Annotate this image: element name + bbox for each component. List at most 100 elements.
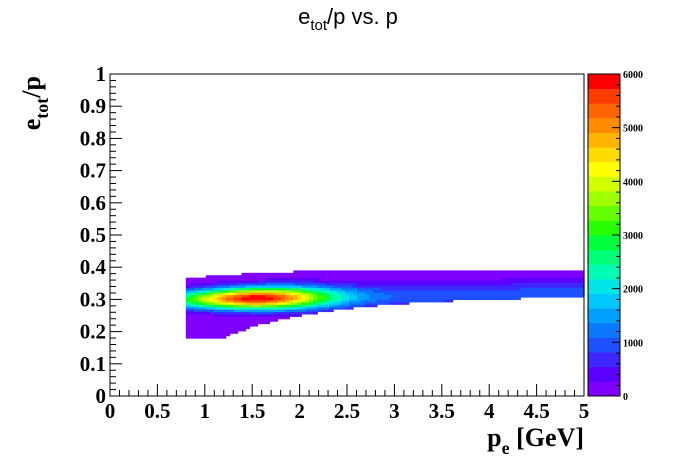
heatmap-cell bbox=[361, 282, 366, 286]
heatmap-cell bbox=[456, 284, 462, 288]
heatmap-cell bbox=[209, 284, 215, 288]
heatmap-cell bbox=[484, 289, 490, 293]
heatmap-cell bbox=[261, 280, 267, 284]
heatmap-cell bbox=[508, 294, 513, 298]
heatmap-cell bbox=[365, 301, 370, 305]
heatmap-cell bbox=[193, 335, 199, 339]
heatmap-cell bbox=[420, 296, 426, 300]
heatmap-cell bbox=[472, 270, 478, 274]
heatmap-cell bbox=[480, 287, 486, 291]
heatmap-cell bbox=[341, 299, 346, 303]
heatmap-cell bbox=[185, 306, 191, 310]
heatmap-cell bbox=[408, 292, 414, 296]
heatmap-cell bbox=[277, 287, 282, 291]
heatmap-cell bbox=[484, 292, 490, 296]
heatmap-cell bbox=[428, 299, 434, 303]
heatmap-cell bbox=[400, 294, 406, 298]
heatmap-cell bbox=[297, 292, 302, 296]
heatmap-cell bbox=[484, 272, 490, 276]
heatmap-cell bbox=[452, 294, 458, 298]
heatmap-cell bbox=[221, 313, 227, 317]
heatmap-cell bbox=[392, 299, 398, 303]
heatmap-cell bbox=[265, 280, 271, 284]
heatmap-cell bbox=[496, 282, 501, 286]
heatmap-cell bbox=[201, 321, 207, 325]
heatmap-cell bbox=[253, 296, 259, 300]
heatmap-cell bbox=[281, 294, 286, 298]
heatmap-cell bbox=[289, 282, 294, 286]
heatmap-cell bbox=[568, 270, 573, 274]
heatmap-cell bbox=[201, 316, 207, 320]
heatmap-cell bbox=[512, 277, 517, 281]
heatmap-cell bbox=[365, 280, 370, 284]
heatmap-cell bbox=[572, 270, 577, 274]
heatmap-cell bbox=[197, 280, 203, 284]
heatmap-cell bbox=[372, 289, 378, 293]
heatmap-cell bbox=[568, 280, 573, 284]
heatmap-cell bbox=[372, 287, 378, 291]
heatmap-cell bbox=[189, 333, 195, 337]
heatmap-cell bbox=[221, 294, 227, 298]
heatmap-cell bbox=[245, 313, 251, 317]
heatmap-cell bbox=[277, 304, 282, 308]
heatmap-cell bbox=[365, 299, 370, 303]
heatmap-cell bbox=[221, 289, 227, 293]
heatmap-cell bbox=[512, 270, 517, 274]
heatmap-cell bbox=[265, 316, 271, 320]
colorbar-swatch bbox=[588, 220, 620, 236]
heatmap-cell bbox=[365, 282, 370, 286]
heatmap-cell bbox=[329, 299, 334, 303]
x-tick-label: 2 bbox=[294, 399, 305, 423]
heatmap-cell bbox=[261, 289, 267, 293]
heatmap-cell bbox=[229, 280, 235, 284]
heatmap-cell bbox=[420, 292, 426, 296]
heatmap-cell bbox=[197, 321, 203, 325]
heatmap-cell bbox=[241, 301, 247, 305]
heatmap-cell bbox=[185, 328, 191, 332]
heatmap-cell bbox=[281, 313, 286, 317]
heatmap-cell bbox=[412, 299, 418, 303]
heatmap-cell bbox=[428, 287, 434, 291]
heatmap-cell bbox=[197, 333, 203, 337]
heatmap-cell bbox=[253, 318, 259, 322]
heatmap-cell bbox=[189, 330, 195, 334]
heatmap-cell bbox=[217, 294, 223, 298]
heatmap-cell bbox=[225, 306, 231, 310]
heatmap-cell bbox=[221, 311, 227, 315]
heatmap-cell bbox=[376, 299, 382, 303]
heatmap-cell bbox=[580, 272, 585, 276]
heatmap-cell bbox=[576, 277, 581, 281]
heatmap-cell bbox=[289, 275, 294, 279]
heatmap-cell bbox=[580, 275, 585, 279]
heatmap-cell bbox=[237, 292, 243, 296]
heatmap-cell bbox=[460, 272, 466, 276]
heatmap-cell bbox=[353, 280, 358, 284]
heatmap-cell bbox=[372, 272, 378, 276]
heatmap-cell bbox=[440, 275, 446, 279]
heatmap-cell bbox=[205, 335, 211, 339]
heatmap-cell bbox=[305, 292, 310, 296]
heatmap-cell bbox=[329, 270, 334, 274]
heatmap-cell bbox=[237, 280, 243, 284]
heatmap-cell bbox=[197, 284, 203, 288]
heatmap-cell bbox=[384, 294, 390, 298]
heatmap-cell bbox=[229, 304, 235, 308]
heatmap-cell bbox=[317, 294, 322, 298]
heatmap-cell bbox=[572, 277, 577, 281]
heatmap-cell bbox=[237, 311, 243, 315]
heatmap-cell bbox=[277, 299, 282, 303]
heatmap-cell bbox=[472, 277, 478, 281]
heatmap-cell bbox=[548, 272, 553, 276]
heatmap-cell bbox=[353, 284, 358, 288]
heatmap-cell bbox=[285, 272, 290, 276]
heatmap-cell bbox=[576, 284, 581, 288]
heatmap-cell bbox=[189, 284, 195, 288]
heatmap-cell bbox=[237, 296, 243, 300]
heatmap-cell bbox=[552, 270, 557, 274]
heatmap-cell bbox=[297, 294, 302, 298]
heatmap-cell bbox=[432, 294, 438, 298]
x-axis-title-sub: e bbox=[502, 438, 510, 458]
heatmap-cell bbox=[241, 316, 247, 320]
heatmap-cell bbox=[201, 311, 207, 315]
heatmap-cell bbox=[564, 292, 569, 296]
